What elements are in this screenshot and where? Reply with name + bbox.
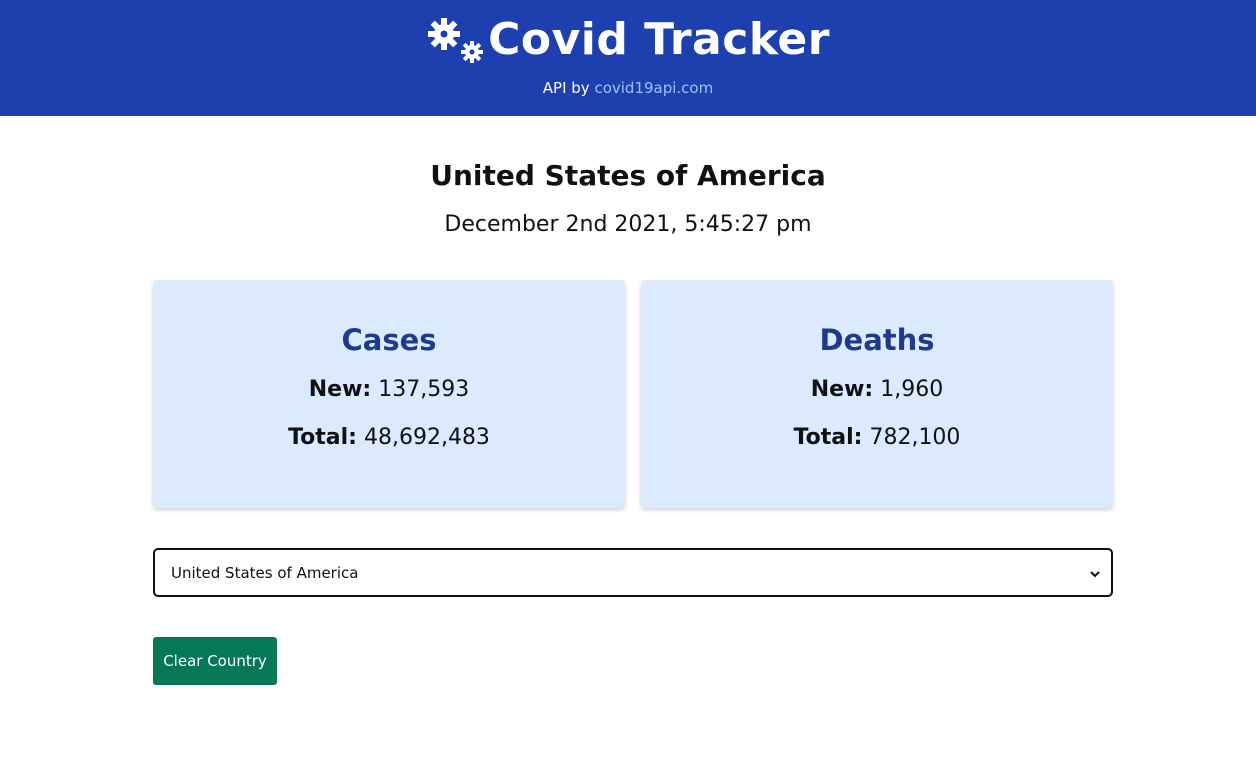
cases-new: New: 137,593 [153,374,625,406]
deaths-title: Deaths [819,323,935,357]
cases-total-label: Total: [288,425,357,450]
cases-total-value: 48,692,483 [363,425,490,450]
last-updated: December 2nd 2021, 5:45:27 pm [444,212,812,237]
clear-country-button[interactable]: Clear Country [153,637,277,685]
api-credit-prefix: API by [542,79,590,97]
country-select[interactable]: United States of America [153,548,1113,597]
deaths-new: New: 1,960 [641,374,1113,406]
country-title: United States of America [430,159,826,192]
chevron-down-icon [1089,566,1101,580]
deaths-card: Deaths New: 1,960 Total: 782,100 [641,280,1113,508]
country-select-value: United States of America [171,564,359,582]
deaths-total-label: Total: [793,425,863,450]
virus-gears-icon [426,14,488,66]
cases-title: Cases [341,323,437,357]
app-title: Covid Tracker [488,14,830,65]
api-link[interactable]: covid19api.com [594,79,714,97]
deaths-total-value: 782,100 [869,425,961,450]
app-header: Covid Tracker API by covid19api.com [0,0,1256,116]
cases-total: Total: 48,692,483 [153,422,625,454]
deaths-total: Total: 782,100 [641,422,1113,454]
api-credit: API by covid19api.com [0,78,1256,98]
cases-new-value: 137,593 [378,377,470,402]
cases-new-label: New: [308,377,372,402]
deaths-new-value: 1,960 [880,377,944,402]
cases-card: Cases New: 137,593 Total: 48,692,483 [153,280,625,508]
brand: Covid Tracker [0,12,1256,68]
deaths-new-label: New: [810,377,874,402]
